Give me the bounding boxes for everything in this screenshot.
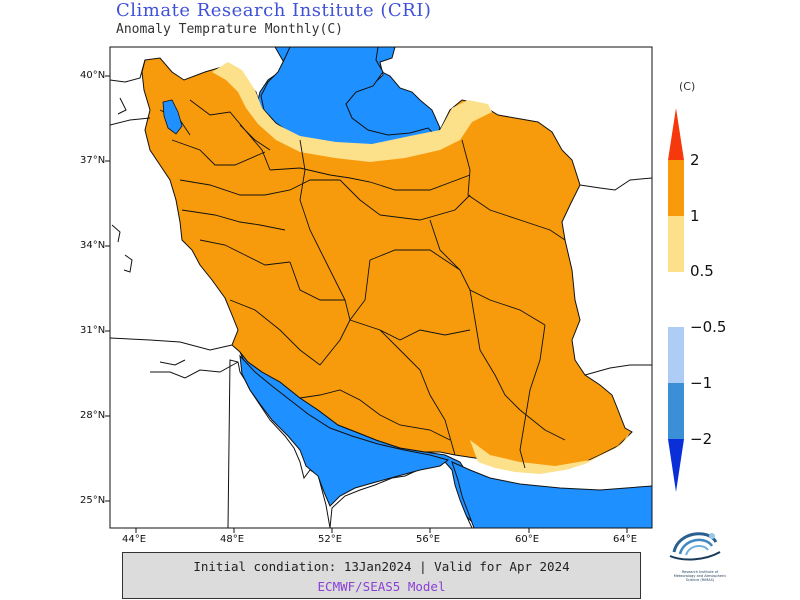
province-borders — [159, 99, 566, 469]
lat-label-25: 25°N — [80, 495, 106, 506]
lat-label-40: 40°N — [80, 70, 106, 81]
legend-label-0-5: 0.5 — [690, 262, 714, 280]
legend-unit: (C) — [679, 80, 696, 93]
logo-caption: Research Institute of Meteorology and At… — [673, 570, 727, 582]
legend-colorbar — [668, 108, 684, 492]
lon-label-52: 52°E — [318, 534, 343, 545]
legend-label-1: 1 — [690, 207, 700, 225]
lon-label-48: 48°E — [220, 534, 245, 545]
lat-label-31: 31°N — [80, 325, 106, 336]
lat-label-28: 28°N — [80, 410, 106, 421]
axis-ticks — [105, 75, 628, 533]
cri-logo-icon — [669, 532, 721, 561]
lon-label-60: 60°E — [515, 534, 540, 545]
lon-label-44: 44°E — [122, 534, 147, 545]
forecast-info-box: Initial condiation: 13Jan2024 | Valid fo… — [122, 552, 641, 599]
iran-anomaly-0-5-1 — [212, 62, 492, 162]
lon-label-56: 56°E — [416, 534, 441, 545]
lat-label-37: 37°N — [80, 155, 106, 166]
country-borders — [110, 59, 652, 379]
initial-condition-text: Initial condiation: 13Jan2024 | Valid fo… — [193, 559, 570, 574]
legend-label-2: 2 — [690, 151, 700, 169]
lon-label-64: 64°E — [613, 534, 638, 545]
legend-label-neg-2: −2 — [690, 430, 713, 448]
legend-label-neg-0-5: −0.5 — [690, 318, 727, 336]
page-subtitle: Anomaly Temprature Monthly(C) — [116, 22, 343, 37]
lake-urmia — [162, 99, 183, 135]
model-name-text: ECMWF/SEAS5 Model — [317, 579, 446, 594]
legend-label-neg-1: −1 — [690, 374, 713, 392]
page-title: Climate Research Institute (CRI) — [116, 0, 432, 21]
lat-label-34: 34°N — [80, 240, 106, 251]
